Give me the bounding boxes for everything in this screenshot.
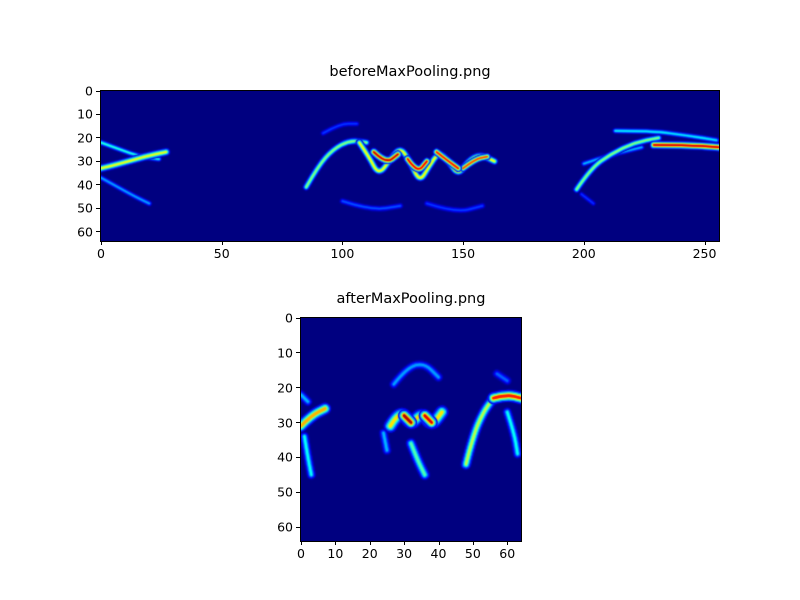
y-tick-label: 40 [77,177,93,193]
x-tick-mark [704,241,706,245]
x-tick-label: 0 [97,246,105,261]
x-tick-mark [583,241,585,245]
x-tick-mark [342,241,344,245]
y-tick-label: 0 [85,83,93,99]
y-tick-label: 60 [77,224,93,240]
x-tick-label: 200 [571,246,596,261]
y-tick-label: 50 [277,484,293,500]
after-plot-title: afterMaxPooling.png [336,291,486,307]
y-tick-mark [296,491,300,493]
y-tick-mark [96,160,100,162]
x-tick-label: 150 [451,246,476,261]
x-tick-mark [438,541,440,545]
y-tick-label: 10 [77,106,93,122]
y-tick-label: 30 [77,153,93,169]
y-tick-label: 50 [77,200,93,216]
y-tick-mark [296,456,300,458]
x-tick-label: 250 [692,246,717,261]
y-tick-mark [296,526,300,528]
x-tick-label: 100 [330,246,355,261]
y-tick-label: 0 [285,310,293,326]
y-tick-mark [296,352,300,354]
before-maxpooling-plot: beforeMaxPooling.png 0 50 100 150 200 250 0 10 2… [77,64,720,261]
y-tick-mark [296,422,300,424]
y-tick-mark [96,90,100,92]
y-tick-mark [296,317,300,319]
y-tick-mark [96,231,100,233]
x-tick-mark [507,541,509,545]
x-tick-label: 50 [213,246,230,261]
y-tick-label: 20 [77,130,93,146]
x-tick-mark [463,241,465,245]
x-tick-label: 40 [430,546,447,561]
x-tick-label: 0 [297,546,305,561]
y-tick-mark [96,113,100,115]
y-tick-mark [296,387,300,389]
x-tick-label: 20 [361,546,378,561]
x-tick-label: 60 [499,546,516,561]
x-tick-mark [221,241,223,245]
y-tick-label: 30 [277,415,293,431]
y-tick-label: 10 [277,345,293,361]
y-tick-label: 60 [277,519,293,535]
before-heatmap-image [101,91,719,241]
x-tick-mark [101,241,102,245]
y-tick-mark [96,184,100,186]
x-tick-mark [301,541,302,545]
x-tick-mark [472,541,474,545]
x-tick-mark [369,541,371,545]
y-tick-mark [96,137,100,139]
after-maxpooling-plot: afterMaxPooling.png 0 10 20 30 40 50 60 0 10 20 30… [277,291,522,561]
y-tick-label: 40 [277,449,293,465]
before-plot-title: beforeMaxPooling.png [329,64,491,80]
x-tick-mark [404,541,406,545]
x-tick-label: 50 [464,546,481,561]
x-tick-mark [335,541,337,545]
x-tick-label: 30 [396,546,413,561]
y-tick-label: 20 [277,380,293,396]
y-tick-mark [96,207,100,209]
x-tick-label: 10 [327,546,344,561]
after-heatmap-image [301,318,521,541]
